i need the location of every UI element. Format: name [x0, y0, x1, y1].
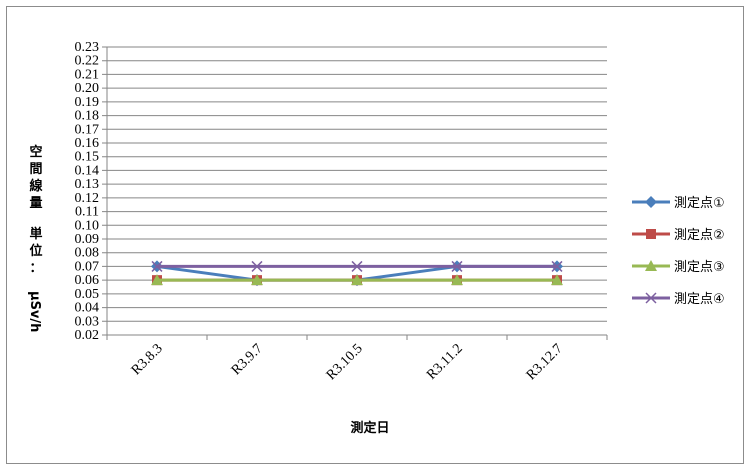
legend-label: 測定点④: [674, 292, 725, 307]
data-point: [451, 274, 463, 286]
y-axis-title-char: 空: [29, 144, 42, 160]
y-tick-label: 0.08: [75, 246, 100, 261]
data-point: [451, 260, 463, 272]
y-axis-title-char: 単: [29, 226, 42, 242]
data-point: [151, 274, 163, 286]
data-point: [151, 260, 163, 272]
x-tick-label: R3.12.7: [524, 341, 566, 383]
gridlines: [102, 46, 608, 340]
legend-label: 測定点①: [674, 196, 725, 211]
x-tick-labels: R3.8.3 R3.9.7 R3.10.5 R3.11.2 R3.12.7: [129, 341, 566, 383]
data-point: [551, 260, 563, 272]
y-tick-label: 0.11: [75, 205, 99, 220]
legend-item-1: 測定点①: [632, 196, 725, 211]
y-tick-label: 0.23: [75, 40, 100, 55]
y-tick-label: 0.22: [75, 54, 100, 69]
y-axis-title-char: ：: [29, 261, 42, 276]
legend-marker: [646, 229, 656, 239]
y-tick-label: 0.14: [75, 163, 100, 178]
y-tick-label: 0.18: [75, 109, 100, 124]
y-tick-label: 0.17: [75, 122, 100, 137]
y-tick-label: 0.10: [75, 218, 100, 233]
y-tick-label: 0.06: [75, 273, 100, 288]
y-tick-label: 0.19: [75, 95, 100, 110]
legend: 測定点① 測定点② 測定点③ 測定点④: [632, 196, 725, 307]
legend-item-2: 測定点②: [632, 228, 725, 243]
y-tick-label: 0.16: [75, 136, 100, 151]
x-tick-label: R3.10.5: [324, 341, 366, 383]
legend-label: 測定点②: [674, 228, 725, 243]
legend-marker: [645, 196, 657, 208]
y-tick-label: 0.13: [75, 177, 100, 192]
y-tick-label: 0.21: [75, 67, 100, 82]
chart-frame: [6, 6, 744, 464]
y-tick-label: 0.15: [75, 150, 100, 165]
x-tick-label: R3.9.7: [229, 341, 266, 378]
legend-item-4: 測定点④: [632, 292, 725, 307]
y-tick-label: 0.03: [75, 314, 100, 329]
y-tick-label: 0.20: [75, 81, 100, 96]
y-tick-label: 0.04: [75, 301, 100, 316]
y-axis-title-unit: μSv/h: [27, 291, 42, 332]
y-axis-title-char: 線: [29, 178, 43, 194]
data-point: [551, 274, 563, 286]
y-axis-title-char: 位: [29, 243, 42, 259]
y-tick-label: 0.09: [75, 232, 100, 247]
data-point: [251, 260, 263, 272]
legend-item-3: 測定点③: [632, 260, 725, 275]
legend-marker: [645, 292, 657, 304]
y-tick-label: 0.02: [75, 328, 100, 343]
y-axis-title-char: 量: [29, 196, 42, 211]
x-tick-label: R3.11.2: [424, 341, 466, 383]
data-point: [351, 260, 363, 272]
y-tick-label: 0.05: [75, 287, 100, 302]
y-tick-labels: 0.020.030.040.050.060.070.080.090.100.11…: [75, 40, 100, 343]
series-layer: [151, 260, 563, 287]
x-axis-title: 測定日: [350, 420, 389, 436]
data-point: [251, 274, 263, 286]
y-axis-title-char: 間: [29, 162, 42, 177]
data-point: [351, 274, 363, 286]
series-3: [151, 274, 563, 286]
legend-label: 測定点③: [674, 260, 725, 275]
series-4: [151, 260, 563, 272]
legend-marker: [645, 260, 657, 271]
y-tick-label: 0.07: [75, 259, 100, 274]
y-tick-label: 0.12: [75, 191, 100, 206]
x-tick-label: R3.8.3: [129, 341, 166, 378]
